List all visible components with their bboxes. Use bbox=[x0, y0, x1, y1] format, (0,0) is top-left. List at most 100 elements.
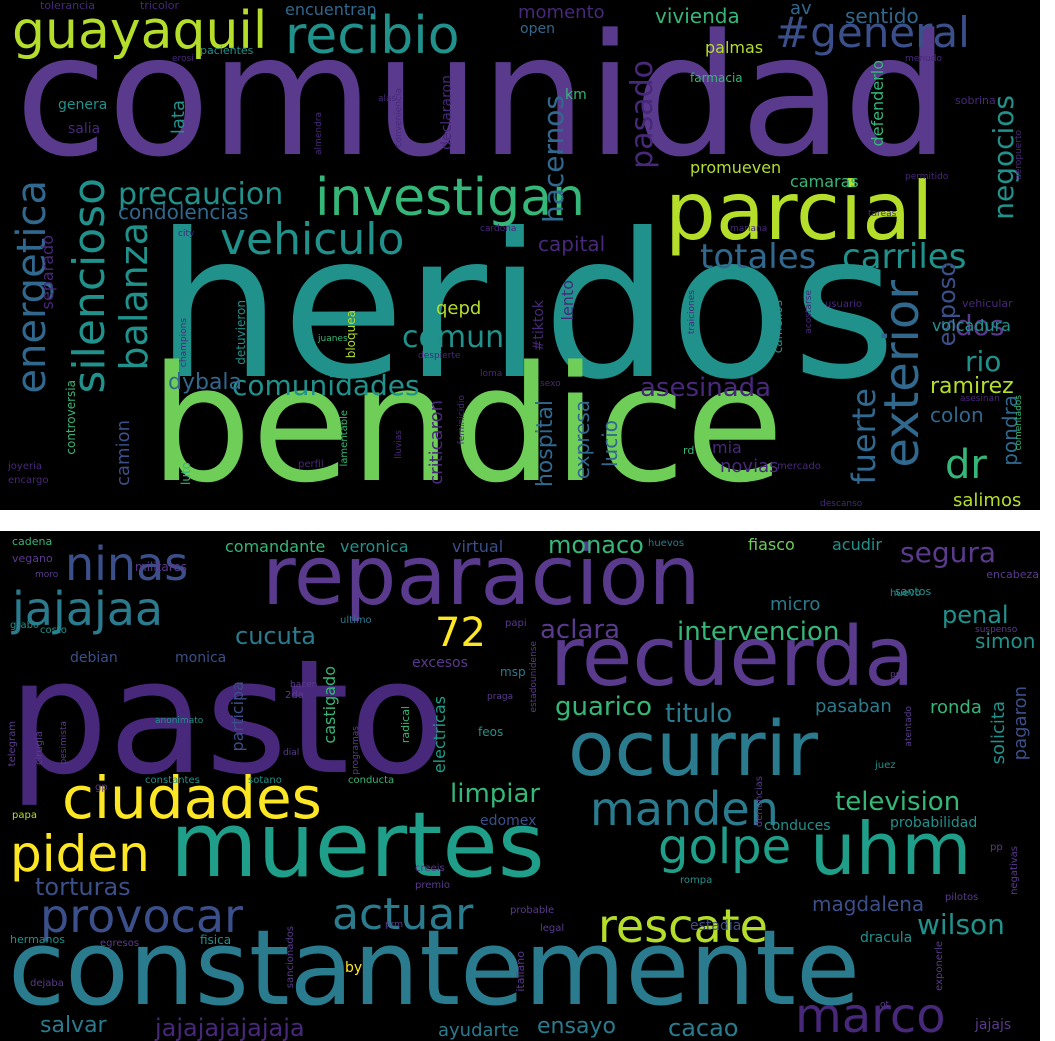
word: debian bbox=[70, 650, 118, 666]
word: comunidades bbox=[232, 369, 420, 402]
word: ot bbox=[880, 1000, 890, 1010]
word: actuar bbox=[332, 889, 474, 940]
word: juanes bbox=[318, 334, 348, 344]
word: by bbox=[345, 960, 363, 976]
word: pacientes bbox=[200, 44, 254, 57]
word: sobrina bbox=[955, 94, 996, 107]
word: conveniencia bbox=[394, 88, 404, 148]
word: denuncias bbox=[754, 776, 765, 828]
word: constantemente bbox=[8, 907, 861, 1029]
word: perfil bbox=[298, 459, 324, 470]
word: dejaba bbox=[30, 978, 64, 989]
word: programas bbox=[351, 726, 361, 775]
word: dial bbox=[283, 748, 300, 758]
word: constantes bbox=[145, 775, 200, 786]
word: marco bbox=[795, 988, 946, 1041]
word: titulo bbox=[665, 699, 733, 729]
word: acudir bbox=[832, 535, 882, 554]
word: veronica bbox=[340, 537, 409, 556]
word: cirugia bbox=[34, 731, 45, 765]
word: monica bbox=[175, 650, 227, 666]
word: monaco bbox=[548, 531, 644, 559]
word: provocar bbox=[40, 889, 244, 943]
word: pasto bbox=[8, 626, 447, 810]
word: comandante bbox=[225, 537, 326, 556]
word: carriles bbox=[842, 237, 967, 277]
word: segura bbox=[900, 536, 997, 569]
word: tareas bbox=[868, 209, 897, 219]
word: pesimista bbox=[59, 721, 69, 765]
word: encuentran bbox=[285, 0, 377, 19]
word: gp bbox=[95, 782, 108, 793]
word: open bbox=[520, 21, 555, 37]
word: telegram bbox=[7, 721, 18, 767]
word: muertes bbox=[170, 793, 545, 898]
top-word-cloud: comunidad heridos bendice parcial guayaq… bbox=[0, 0, 1040, 510]
word: fiasco bbox=[748, 535, 795, 554]
word: conduces bbox=[764, 818, 831, 834]
word: heridos bbox=[155, 191, 897, 424]
word: creeis bbox=[415, 863, 445, 874]
word: limpiar bbox=[450, 779, 541, 809]
word: lucio bbox=[598, 420, 622, 468]
word: #tiktok bbox=[531, 300, 547, 352]
word: lluvias bbox=[394, 430, 404, 459]
bottom-word-cloud: pasto constantemente muertes reparacion … bbox=[0, 531, 1040, 1041]
word: recuerda bbox=[550, 610, 915, 705]
word: loma bbox=[480, 369, 503, 379]
word: ps bbox=[890, 670, 901, 680]
word: estadounidense bbox=[529, 641, 539, 713]
word: rompa bbox=[680, 875, 713, 886]
word: colon bbox=[930, 403, 984, 427]
word: papi bbox=[505, 618, 527, 629]
word: precaucion bbox=[118, 177, 284, 212]
word: hacen bbox=[290, 680, 318, 690]
word: micro bbox=[770, 594, 821, 615]
word: investigan bbox=[315, 168, 585, 228]
word: participa bbox=[228, 681, 247, 752]
word: conducta bbox=[348, 775, 395, 786]
word: ninas bbox=[65, 537, 189, 591]
word: solicita bbox=[988, 701, 1009, 765]
word: farmacia bbox=[690, 71, 743, 85]
word: moro bbox=[35, 570, 59, 580]
word: 72 bbox=[435, 610, 486, 656]
word: pilotos bbox=[945, 892, 979, 903]
word: #general bbox=[775, 8, 970, 57]
word: estadia bbox=[690, 918, 742, 934]
word: cardona bbox=[480, 224, 517, 234]
word: km bbox=[565, 87, 587, 103]
word: grabo bbox=[10, 620, 40, 631]
word: penal bbox=[942, 601, 1009, 629]
word: palmas bbox=[705, 38, 764, 57]
word: huevo bbox=[890, 588, 921, 599]
word: edomex bbox=[480, 813, 537, 829]
word: jajajajajajaja bbox=[155, 1014, 305, 1041]
word: negativas bbox=[1009, 846, 1020, 895]
word: dybala bbox=[168, 370, 243, 395]
word: jajajaa bbox=[12, 582, 164, 636]
word: champions bbox=[179, 318, 189, 368]
word: egresos bbox=[100, 938, 140, 949]
word: comunidad bbox=[15, 0, 950, 194]
word: almendra bbox=[314, 112, 324, 155]
word: volcadura bbox=[932, 316, 1011, 335]
word: comun bbox=[402, 320, 505, 355]
word: ronda bbox=[930, 697, 982, 718]
word: jajajs bbox=[975, 1017, 1012, 1033]
word: aclara bbox=[540, 615, 621, 645]
word: cadena bbox=[12, 535, 53, 548]
word: premio bbox=[415, 880, 451, 891]
word: santos bbox=[895, 585, 932, 598]
word: detuvieron bbox=[234, 300, 248, 365]
word: atentado bbox=[904, 706, 914, 747]
word: silencioso bbox=[64, 178, 115, 394]
word: defenderlo bbox=[868, 60, 887, 147]
word: fuerte bbox=[845, 388, 883, 485]
word: momento bbox=[518, 2, 605, 23]
word: hospital bbox=[533, 400, 558, 488]
word: parcial bbox=[665, 165, 934, 258]
word: msp bbox=[500, 665, 526, 679]
word: pasado bbox=[625, 60, 660, 169]
word: pp bbox=[990, 842, 1003, 853]
